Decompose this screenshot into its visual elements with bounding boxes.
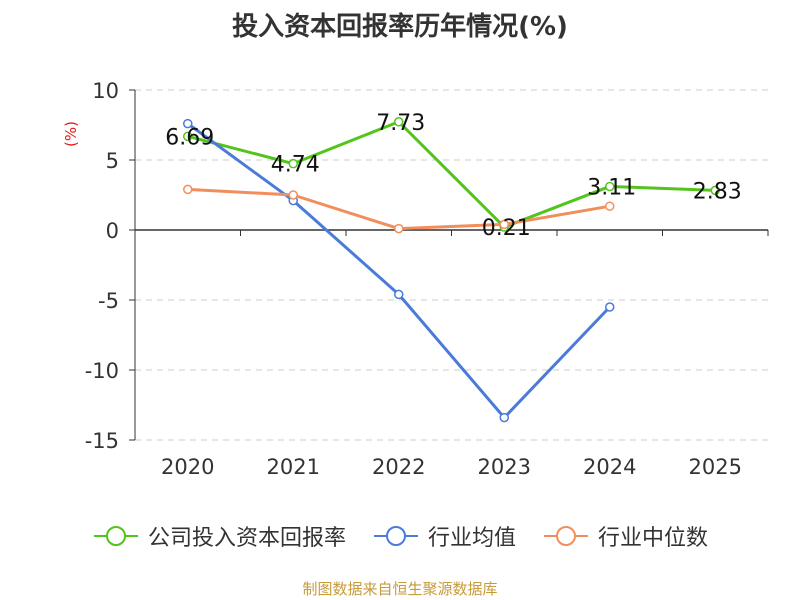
data-point xyxy=(394,117,404,127)
x-tick-label: 2024 xyxy=(583,455,636,479)
legend-symbol xyxy=(373,526,418,546)
data-label: 7.73 xyxy=(376,111,425,136)
series-line-1 xyxy=(186,122,611,420)
series-line-2 xyxy=(187,187,611,231)
data-point xyxy=(605,302,615,312)
data-point xyxy=(394,289,404,300)
legend: 公司投入资本回报率 行业均值 行业中位数 xyxy=(0,520,800,552)
data-label: 6.69 xyxy=(165,125,214,150)
legend-item: 行业中位数 xyxy=(542,520,708,552)
legend-symbol xyxy=(93,526,138,546)
x-tick-label: 2025 xyxy=(689,455,742,479)
y-tick-label: 5 xyxy=(106,149,119,173)
data-point xyxy=(499,412,509,423)
x-tick-label: 2021 xyxy=(267,455,320,479)
data-point xyxy=(499,219,509,230)
legend-label: 行业均值 xyxy=(427,526,516,551)
source-note: 制图数据来自恒生聚源数据库 xyxy=(302,580,498,598)
data-point xyxy=(605,201,615,211)
y-tick-label: -10 xyxy=(85,359,119,383)
data-label: 0.21 xyxy=(482,216,531,241)
data-point xyxy=(288,158,298,169)
data-point xyxy=(183,184,193,195)
chart-title: 投入资本回报率历年情况(%) xyxy=(232,12,568,42)
legend-symbol xyxy=(544,526,588,546)
y-tick-label: -5 xyxy=(98,289,119,313)
series-line-0 xyxy=(187,120,716,229)
legend-label: 公司投入资本回报率 xyxy=(147,526,346,551)
data-point xyxy=(710,185,720,196)
data-point xyxy=(183,118,193,129)
legend-item: 行业均值 xyxy=(372,520,516,552)
x-tick-label: 2023 xyxy=(478,455,531,479)
y-tick-label: -15 xyxy=(85,429,119,453)
legend-item: 公司投入资本回报率 xyxy=(92,520,346,552)
data-label: 4.74 xyxy=(271,153,320,178)
x-tick-label: 2022 xyxy=(372,455,425,479)
y-tick-label: 0 xyxy=(106,219,119,243)
data-point xyxy=(288,190,298,200)
legend-label: 行业中位数 xyxy=(598,526,709,551)
data-point xyxy=(605,181,615,192)
data-point xyxy=(183,131,193,142)
data-point xyxy=(394,223,404,234)
x-tick-label: 2020 xyxy=(161,455,214,479)
y-tick-label: 10 xyxy=(92,79,119,103)
data-label: 3.11 xyxy=(587,175,636,200)
data-label: 2.83 xyxy=(693,179,742,204)
